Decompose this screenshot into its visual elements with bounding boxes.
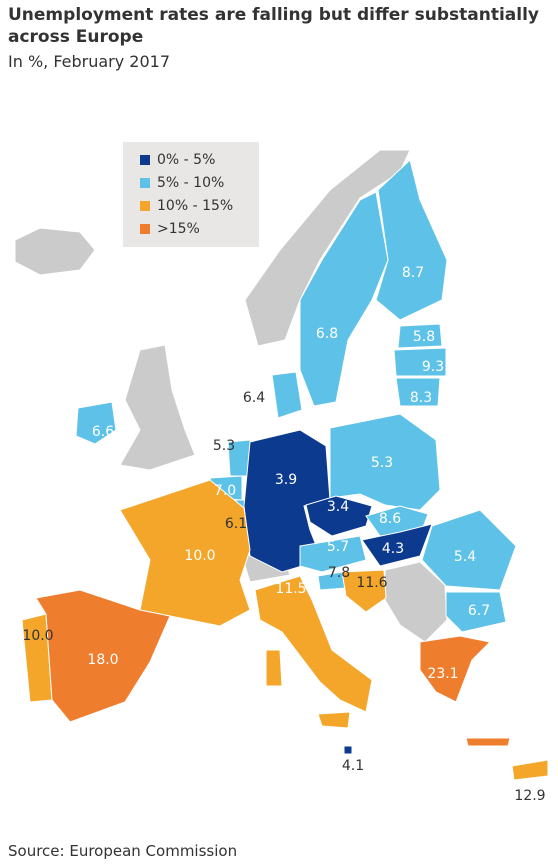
country — [395, 377, 441, 407]
country — [119, 344, 196, 471]
value-label: 18.0 — [87, 652, 118, 668]
value-label: 4.3 — [382, 541, 404, 557]
value-label: 10.0 — [184, 548, 215, 564]
country — [317, 711, 351, 729]
value-label: 6.1 — [225, 516, 247, 532]
value-label: 3.9 — [275, 472, 297, 488]
value-label: 8.3 — [410, 390, 432, 406]
country — [397, 323, 443, 349]
value-label: 6.6 — [92, 424, 114, 440]
country — [419, 635, 492, 703]
country — [14, 227, 96, 276]
value-label: 8.6 — [379, 511, 401, 527]
value-label: 8.7 — [402, 265, 424, 281]
value-label: 5.3 — [213, 438, 235, 454]
country — [35, 589, 171, 723]
country — [465, 737, 511, 747]
country — [384, 561, 448, 643]
country — [421, 509, 517, 591]
country — [341, 569, 387, 613]
legend-label: >15% — [157, 221, 200, 237]
value-label: 7.8 — [328, 565, 350, 581]
legend-label: 10% - 15% — [157, 198, 233, 214]
country — [511, 759, 549, 781]
source: Source: European Commission — [8, 842, 238, 860]
country — [361, 523, 433, 567]
subtitle: In %, February 2017 — [8, 52, 171, 71]
country — [244, 149, 411, 347]
legend-label: 0% - 5% — [157, 152, 215, 168]
value-label: 5.7 — [327, 539, 349, 555]
value-label: 5.3 — [371, 455, 393, 471]
value-label: 6.7 — [468, 603, 490, 619]
value-label: 3.4 — [327, 499, 349, 515]
legend-swatch — [140, 201, 150, 211]
country — [305, 495, 373, 537]
country — [265, 649, 283, 687]
value-label: 6.8 — [316, 326, 338, 342]
country — [119, 479, 251, 627]
legend-swatch — [140, 224, 150, 234]
value-label: 4.1 — [342, 758, 364, 774]
country — [393, 347, 447, 377]
country — [343, 745, 353, 755]
value-label: 11.5 — [275, 581, 306, 597]
value-label: 23.1 — [427, 666, 458, 682]
title: Unemployment rates are falling but diffe… — [8, 5, 539, 47]
legend: 0% - 5% 5% - 10% 10% - 15% >15% — [140, 152, 233, 237]
countries — [14, 149, 549, 781]
legend-swatch — [140, 155, 150, 165]
country — [375, 159, 448, 321]
value-label: 5.4 — [454, 549, 476, 565]
map: 0% - 5% 5% - 10% 10% - 15% >15% 8.7 6.8 5.8 9.… — [14, 142, 549, 804]
country — [271, 371, 303, 419]
country — [445, 591, 507, 633]
country — [254, 575, 373, 713]
value-label: 5.8 — [413, 329, 435, 345]
value-label: 9.3 — [422, 359, 444, 375]
country — [299, 191, 389, 407]
country — [299, 535, 367, 573]
legend-swatch — [140, 178, 150, 188]
country — [75, 401, 117, 445]
value-label: 11.6 — [356, 575, 387, 591]
legend-label: 5% - 10% — [157, 175, 224, 191]
value-label: 10.0 — [22, 628, 53, 644]
value-label: 12.9 — [514, 788, 545, 804]
value-label: 6.4 — [243, 390, 265, 406]
value-label: 7.0 — [214, 483, 236, 499]
value-labels: 8.7 6.8 5.8 9.3 8.3 6.4 6.6 5.3 7.0 6.1 3.9 5.3 3.4 8… — [22, 265, 545, 804]
